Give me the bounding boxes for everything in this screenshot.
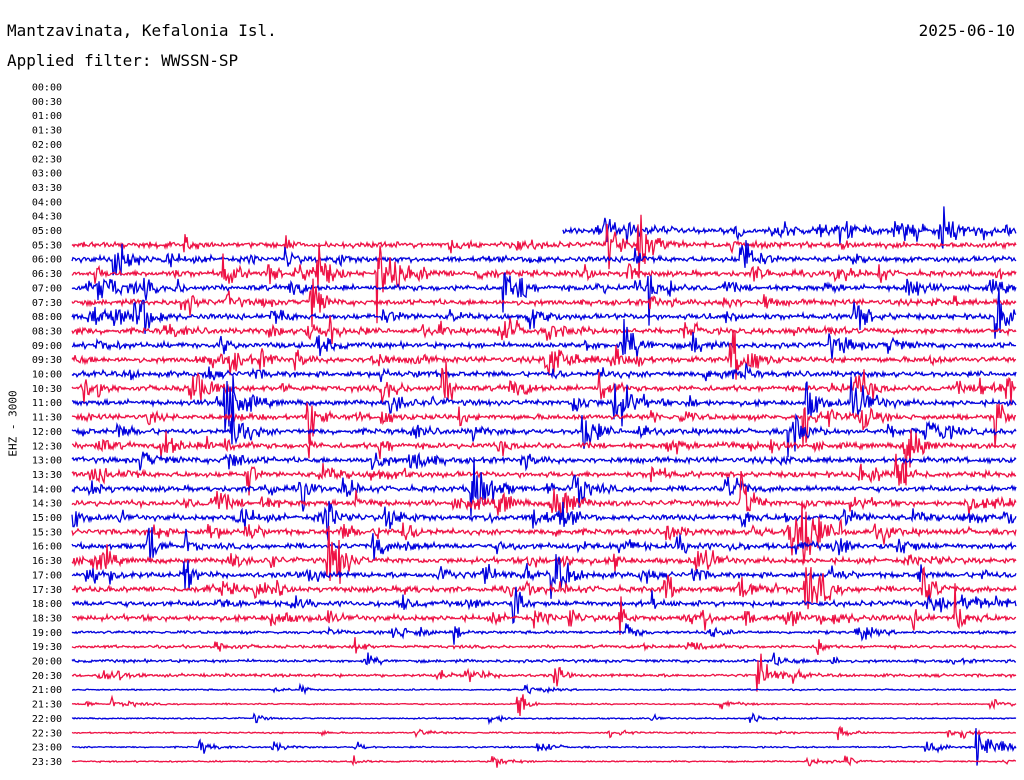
trace-line [71, 363, 1017, 383]
time-tick-label: 14:30 [32, 499, 62, 510]
trace-line [71, 637, 1017, 656]
trace-group [71, 206, 1017, 768]
time-tick-label: 13:30 [32, 470, 62, 481]
trace-line [71, 214, 1017, 279]
time-tick-label: 16:30 [32, 556, 62, 567]
time-tick-label: 07:00 [32, 283, 62, 294]
time-tick-label: 07:30 [32, 298, 62, 309]
time-tick-label: 05:00 [32, 226, 62, 237]
trace-line [71, 402, 1017, 448]
time-tick-label: 22:30 [32, 728, 62, 739]
record-date: 2025-06-10 [918, 21, 1015, 40]
trace-line [71, 652, 1017, 667]
trace-line [71, 504, 1017, 564]
trace-line [71, 728, 1017, 766]
time-tick-label: 00:00 [32, 83, 62, 94]
trace-line [71, 554, 1017, 599]
time-tick-label: 19:00 [32, 628, 62, 639]
trace-line [71, 712, 1017, 726]
trace-line [71, 453, 1017, 496]
time-tick-label: 21:00 [32, 685, 62, 696]
trace-line [71, 272, 1017, 326]
trace-line [71, 375, 1017, 433]
trace-line [71, 242, 1017, 324]
time-tick-label: 08:30 [32, 326, 62, 337]
trace-line [71, 755, 1017, 768]
trace-line [71, 725, 1017, 741]
time-tick-label: 06:00 [32, 255, 62, 266]
time-tick-label: 10:30 [32, 384, 62, 395]
time-tick-label: 09:30 [32, 355, 62, 366]
trace-line [71, 500, 1017, 541]
time-tick-label: 01:30 [32, 126, 62, 137]
time-tick-label: 17:30 [32, 585, 62, 596]
time-tick-label: 10:00 [32, 370, 62, 381]
time-tick-label: 23:30 [32, 757, 62, 768]
time-tick-label: 04:30 [32, 212, 62, 223]
time-tick-label: 13:00 [32, 456, 62, 467]
time-tick-label: 03:30 [32, 183, 62, 194]
time-tick-label: 17:00 [32, 570, 62, 581]
trace-line [71, 457, 1017, 517]
trace-line [71, 240, 1017, 276]
trace-line [71, 623, 1017, 645]
time-tick-label: 01:00 [32, 111, 62, 122]
trace-line [71, 319, 1017, 360]
time-tick-label: 18:00 [32, 599, 62, 610]
time-tick-label: 08:00 [32, 312, 62, 323]
trace-line [71, 315, 1017, 344]
station-name: Mantzavinata, Kefalonia Isl. [7, 21, 277, 40]
trace-line [71, 471, 1017, 519]
trace-line [71, 694, 1017, 717]
trace-line [71, 583, 1017, 636]
time-tick-label: 03:00 [32, 169, 62, 180]
time-tick-label: 09:00 [32, 341, 62, 352]
trace-line [71, 429, 1017, 486]
trace-line [71, 394, 1017, 458]
time-tick-label: 22:00 [32, 714, 62, 725]
time-tick-label: 15:30 [32, 527, 62, 538]
time-tick-label: 11:00 [32, 398, 62, 409]
trace-line [71, 330, 1017, 380]
time-tick-label: 20:30 [32, 671, 62, 682]
trace-line [71, 566, 1017, 610]
time-tick-label: 00:30 [32, 97, 62, 108]
time-tick-label: 02:00 [32, 140, 62, 151]
trace-line [71, 451, 1017, 472]
trace-line [71, 682, 1017, 696]
filter-label: Applied filter: WWSSN-SP [7, 51, 239, 70]
time-tick-label: 18:30 [32, 613, 62, 624]
time-tick-label: 21:30 [32, 700, 62, 711]
trace-line [71, 278, 1017, 328]
time-tick-label: 02:30 [32, 154, 62, 165]
time-axis: 00:00 00:30 01:00 01:30 02:00 02:30 03:00 03:30… [32, 83, 62, 768]
time-tick-label: 19:30 [32, 642, 62, 653]
time-tick-label: 04:00 [32, 197, 62, 208]
time-tick-label: 20:00 [32, 657, 62, 668]
trace-line [71, 288, 1017, 339]
time-tick-label: 12:00 [32, 427, 62, 438]
time-tick-label: 16:00 [32, 542, 62, 553]
time-tick-label: 06:30 [32, 269, 62, 280]
time-tick-label: 12:30 [32, 441, 62, 452]
trace-line [71, 586, 1017, 625]
time-tick-label: 11:30 [32, 413, 62, 424]
trace-line [71, 527, 1017, 562]
time-tick-label: 05:30 [32, 240, 62, 251]
time-tick-label: 14:00 [32, 484, 62, 495]
trace-line [71, 653, 1017, 692]
time-tick-label: 23:00 [32, 743, 62, 754]
time-tick-label: 15:00 [32, 513, 62, 524]
trace-line [71, 525, 1017, 584]
